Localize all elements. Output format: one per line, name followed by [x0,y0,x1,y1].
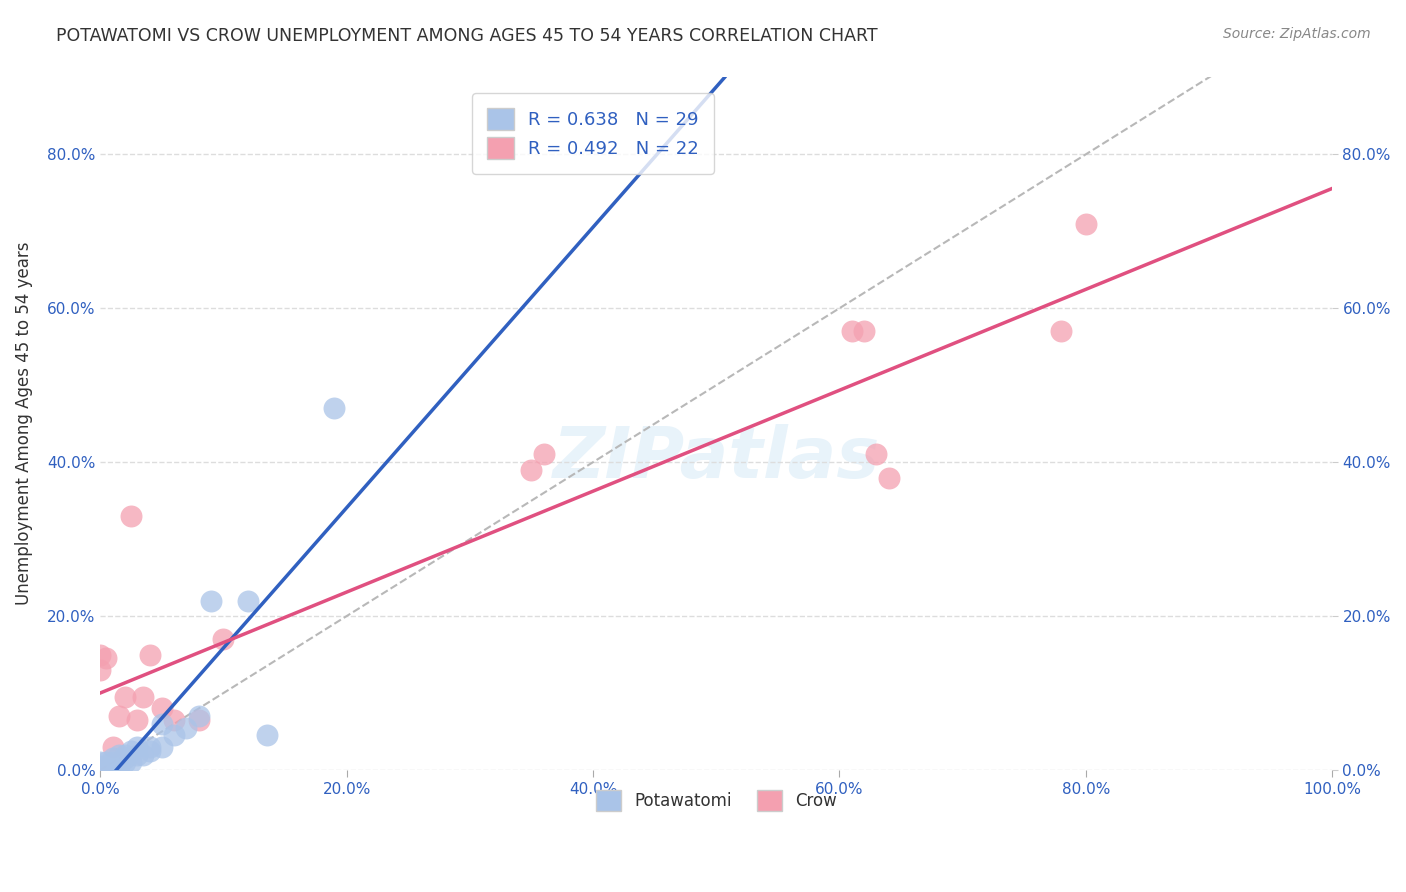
Point [520,463,543,477]
Point [114,751,136,765]
Point [120,744,142,758]
Point [120,756,142,770]
Point [150,716,173,731]
Point [107,747,129,762]
Point [1074,217,1097,231]
Point [187,713,209,727]
Point [138,648,160,662]
Point [176,721,198,735]
Point [865,448,887,462]
Legend: Potawatomi, Crow: Potawatomi, Crow [582,777,851,824]
Point [101,739,124,754]
Point [101,751,124,765]
Point [132,747,155,762]
Point [163,728,186,742]
Point [212,632,235,647]
Point [138,739,160,754]
Point [1050,324,1073,338]
Point [256,728,278,742]
Point [89,663,111,677]
Point [127,747,149,762]
Point [138,744,160,758]
Point [114,747,136,762]
Point [101,759,124,773]
Point [150,701,173,715]
Point [114,756,136,770]
Point [127,739,149,754]
Point [132,690,155,704]
Point [877,470,900,484]
Point [107,759,129,773]
Text: Source: ZipAtlas.com: Source: ZipAtlas.com [1223,27,1371,41]
Point [127,713,149,727]
Point [89,756,111,770]
Point [96,763,118,777]
Point [841,324,863,338]
Point [163,713,186,727]
Point [150,739,173,754]
Point [96,756,118,770]
Point [323,401,346,416]
Point [200,593,222,607]
Text: ZIPatlas: ZIPatlas [553,424,880,493]
Y-axis label: Unemployment Among Ages 45 to 54 years: Unemployment Among Ages 45 to 54 years [15,242,32,606]
Point [96,651,118,665]
Point [107,709,129,723]
Point [89,759,111,773]
Point [101,756,124,770]
Point [236,593,259,607]
Point [120,509,142,524]
Point [89,763,111,777]
Point [852,324,875,338]
Point [89,648,111,662]
Point [533,448,555,462]
Point [114,690,136,704]
Point [187,709,209,723]
Text: POTAWATOMI VS CROW UNEMPLOYMENT AMONG AGES 45 TO 54 YEARS CORRELATION CHART: POTAWATOMI VS CROW UNEMPLOYMENT AMONG AG… [56,27,877,45]
